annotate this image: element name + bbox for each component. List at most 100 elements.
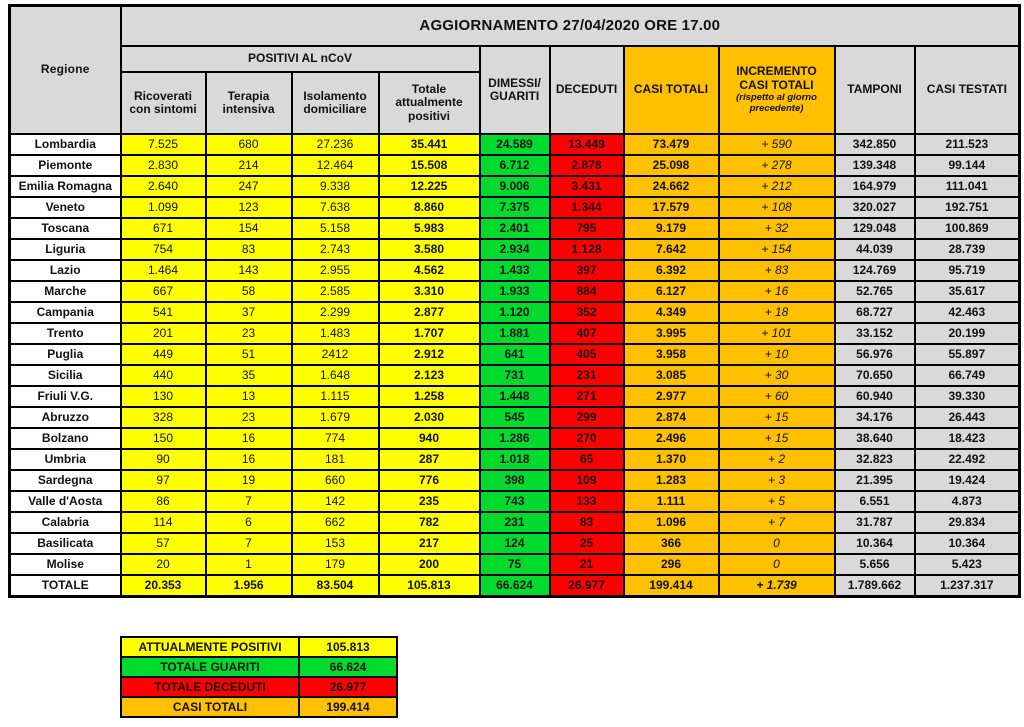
table-row: Liguria 754 83 2.743 3.580 2.934 1.128 7.642 + 1… — [8, 238, 1021, 261]
table-row: Marche 667 58 2.585 3.310 1.933 884 6.127 + 16 52… — [8, 280, 1021, 303]
cell-ricoverati: 130 — [119, 385, 207, 408]
table-header: Regione AGGIORNAMENTO 27/04/2020 ORE 17.… — [8, 4, 1021, 135]
cell-tamponi: 44.039 — [833, 238, 916, 261]
cell-terapia-intensiva: 680 — [204, 133, 293, 156]
cell-casi-totali: 6.127 — [622, 280, 720, 303]
cell-incremento: + 2 — [717, 448, 836, 471]
summary-label: TOTALE GUARITI — [120, 656, 300, 678]
cell-deceduti: 884 — [548, 280, 625, 303]
cell-ricoverati: 201 — [119, 322, 207, 345]
cell-totale-positivi: 5.983 — [377, 217, 481, 240]
cell-casi-totali: 2.496 — [622, 427, 720, 450]
cell-tamponi: 124.769 — [833, 259, 916, 282]
cell-deceduti: 3.431 — [548, 175, 625, 198]
cell-tamponi: 60.940 — [833, 385, 916, 408]
cell-totale-positivi: 200 — [377, 553, 481, 576]
cell-dimessi-guariti: 1.120 — [478, 301, 551, 324]
cell-deceduti: 231 — [548, 364, 625, 387]
cell-tamponi: 21.395 — [833, 469, 916, 492]
cell-dimessi-guariti: 743 — [478, 490, 551, 513]
cell-casi-testati: 42.463 — [913, 301, 1021, 324]
cell-isolamento: 27.236 — [290, 133, 380, 156]
cell-dimessi-guariti: 1.018 — [478, 448, 551, 471]
cell-totale-positivi: 15.508 — [377, 154, 481, 177]
cell-deceduti: 397 — [548, 259, 625, 282]
cell-incremento: + 32 — [717, 217, 836, 240]
cell-terapia-intensiva: 23 — [204, 322, 293, 345]
casi-testati-header: CASI TESTATI — [913, 45, 1021, 135]
cell-casi-totali: 4.349 — [622, 301, 720, 324]
cell-dimessi-guariti: 9.006 — [478, 175, 551, 198]
cell-regione: Calabria — [8, 511, 122, 534]
cell-isolamento: 774 — [290, 427, 380, 450]
cell-terapia-intensiva: 123 — [204, 196, 293, 219]
cell-regione: Basilicata — [8, 532, 122, 555]
table-row: Sicilia 440 35 1.648 2.123 731 231 3.085 + 30 70.… — [8, 364, 1021, 387]
cell-casi-testati: 19.424 — [913, 469, 1021, 492]
cell-dimessi-guariti: 2.934 — [478, 238, 551, 261]
cell-totale-positivi: 1.258 — [377, 385, 481, 408]
cell-isolamento: 1.483 — [290, 322, 380, 345]
cell-ricoverati: 328 — [119, 406, 207, 429]
cell-deceduti: 65 — [548, 448, 625, 471]
cell-incremento: + 60 — [717, 385, 836, 408]
cell-totale-positivi: 287 — [377, 448, 481, 471]
cell-incremento: 0 — [717, 553, 836, 576]
cell-casi-testati: 26.443 — [913, 406, 1021, 429]
cell-tamponi: 164.979 — [833, 175, 916, 198]
cell-terapia-intensiva: 154 — [204, 217, 293, 240]
cell-incremento: + 278 — [717, 154, 836, 177]
cell-terapia-intensiva: 83 — [204, 238, 293, 261]
cell-casi-testati: 111.041 — [913, 175, 1021, 198]
table-row: Calabria 114 6 662 782 231 83 1.096 + 7 31.787 29.… — [8, 511, 1021, 534]
cell-totale-positivi: 12.225 — [377, 175, 481, 198]
cell-deceduti: 299 — [548, 406, 625, 429]
cell-incremento: + 30 — [717, 364, 836, 387]
table-row: Sardegna 97 19 660 776 398 109 1.283 + 3 21.395 19… — [8, 469, 1021, 492]
cell-casi-testati: 66.749 — [913, 364, 1021, 387]
cell-casi-testati: 22.492 — [913, 448, 1021, 471]
cell-casi-testati: 100.869 — [913, 217, 1021, 240]
positivi-group-header: POSITIVI AL nCoV — [119, 45, 481, 73]
cell-tamponi: 129.048 — [833, 217, 916, 240]
header-group-row: POSITIVI AL nCoV DIMESSI/ GUARITI DECEDU… — [10, 45, 1021, 135]
summary-value: 26.977 — [298, 676, 398, 698]
cell-ricoverati: 2.830 — [119, 154, 207, 177]
cell-totale-positivi: 782 — [377, 511, 481, 534]
cell-regione: Sicilia — [8, 364, 122, 387]
cell-ricoverati: 57 — [119, 532, 207, 555]
cell-ricoverati: 440 — [119, 364, 207, 387]
cell-isolamento: 1.115 — [290, 385, 380, 408]
cell-dimessi-guariti: 124 — [478, 532, 551, 555]
cell-incremento: + 10 — [717, 343, 836, 366]
cell-tamponi: 68.727 — [833, 301, 916, 324]
cell-ricoverati: 90 — [119, 448, 207, 471]
cell-isolamento: 2.743 — [290, 238, 380, 261]
cell-dimessi-guariti: 2.401 — [478, 217, 551, 240]
cell-tamponi: 5.656 — [833, 553, 916, 576]
cell-totale-positivi: 235 — [377, 490, 481, 513]
cell-totale-positivi: 2.877 — [377, 301, 481, 324]
cell-casi-testati: 39.330 — [913, 385, 1021, 408]
covid-region-table: Regione AGGIORNAMENTO 27/04/2020 ORE 17.… — [8, 4, 1022, 598]
cell-casi-totali: 2.977 — [622, 385, 720, 408]
table-row: Piemonte 2.830 214 12.464 15.508 6.712 2.878 25… — [8, 154, 1021, 177]
cell-isolamento: 7.638 — [290, 196, 380, 219]
cell-deceduti: 1.344 — [548, 196, 625, 219]
summary-row: TOTALE DECEDUTI 26.977 — [120, 676, 398, 698]
tamponi-header: TAMPONI — [833, 45, 916, 135]
total-cell-terapia-intensiva: 1.956 — [204, 574, 293, 598]
summary-label: TOTALE DECEDUTI — [120, 676, 300, 698]
cell-totale-positivi: 1.707 — [377, 322, 481, 345]
cell-isolamento: 2.299 — [290, 301, 380, 324]
cell-regione: Sardegna — [8, 469, 122, 492]
total-cell-regione: TOTALE — [8, 574, 122, 598]
cell-totale-positivi: 776 — [377, 469, 481, 492]
cell-totale-positivi: 4.562 — [377, 259, 481, 282]
cell-incremento: + 212 — [717, 175, 836, 198]
cell-deceduti: 405 — [548, 343, 625, 366]
summary-value: 66.624 — [298, 656, 398, 678]
cell-deceduti: 270 — [548, 427, 625, 450]
cell-ricoverati: 754 — [119, 238, 207, 261]
summary-value: 105.813 — [298, 636, 398, 658]
